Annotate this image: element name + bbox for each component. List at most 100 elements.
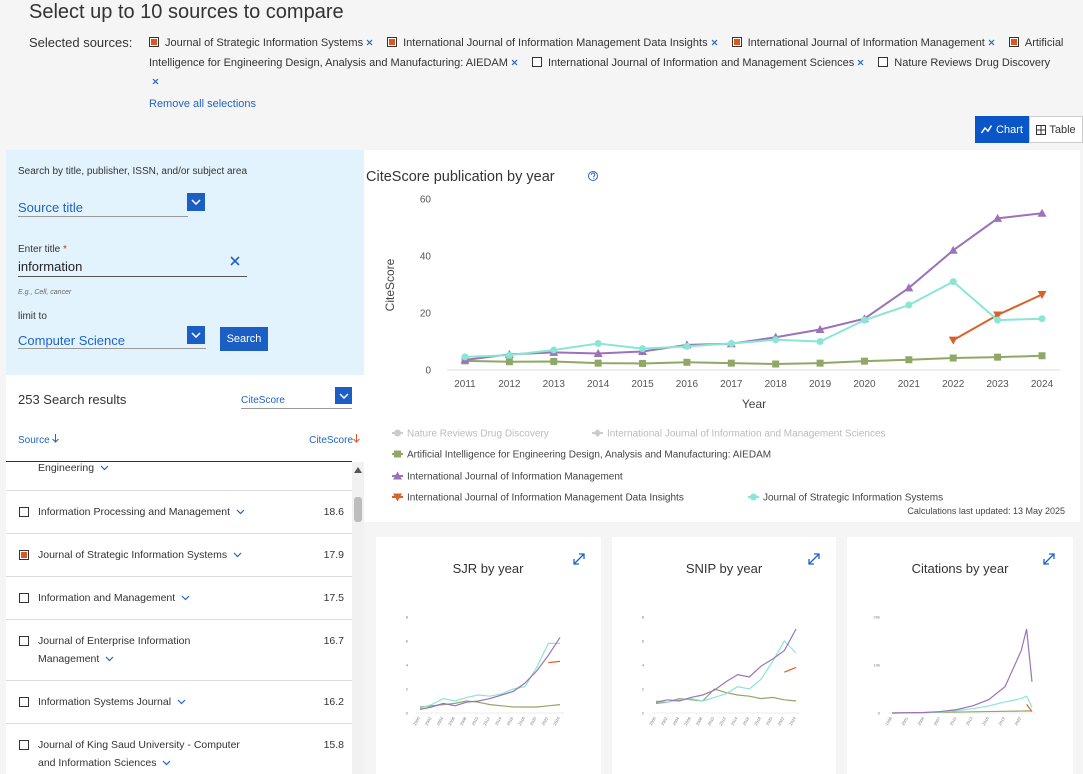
scroll-thumb[interactable] <box>354 497 362 522</box>
toggle-icon <box>1036 124 1049 135</box>
expand-chevron[interactable] <box>162 757 171 769</box>
expand-chevron[interactable] <box>181 592 190 604</box>
scroll-up[interactable] <box>354 467 362 474</box>
marker <box>815 325 825 334</box>
marker <box>994 316 1002 324</box>
selected-source: International Journal of Information and… <box>531 56 878 69</box>
x-tick-label: 2022 <box>1013 715 1022 726</box>
y-tick-label: 40 <box>420 252 432 263</box>
x-tick-label: 2004 <box>435 715 444 726</box>
y-tick-label: 0 <box>406 711 409 716</box>
marker <box>905 301 913 309</box>
field-dropdown[interactable] <box>187 193 205 211</box>
x-tick-label: 2010 <box>706 715 715 726</box>
col-source[interactable]: Source <box>18 434 60 446</box>
source-name: International Journal of Information Man… <box>403 37 708 49</box>
expand-chevron[interactable] <box>233 549 242 561</box>
expand-chevron[interactable] <box>105 653 114 665</box>
search-button[interactable]: Search <box>220 327 268 351</box>
expand-icon[interactable] <box>573 553 585 565</box>
sort-arrow <box>52 434 60 443</box>
title-text: Engineering <box>38 462 95 474</box>
remove-all[interactable]: Remove all selections <box>149 98 256 110</box>
marker <box>1037 208 1047 217</box>
checkbox[interactable] <box>19 593 29 603</box>
expand-icon[interactable] <box>1043 553 1055 565</box>
x-tick-label: 2001 <box>900 715 909 726</box>
checkbox[interactable] <box>878 56 889 67</box>
x-tick-label: 2018 <box>517 715 526 726</box>
x-tick-label: 2020 <box>853 379 876 390</box>
x-tick-label: 2013 <box>965 715 974 726</box>
selected-label: Selected sources: <box>29 35 133 50</box>
checkbox[interactable] <box>387 37 398 47</box>
checkbox[interactable] <box>531 56 542 67</box>
toggle-icon <box>981 125 996 134</box>
series-line <box>419 700 561 708</box>
title-text: Journal of Enterprise Information Manage… <box>38 635 191 665</box>
y-tick-label: 8 <box>406 615 409 620</box>
citescore: 15.8 <box>323 739 344 751</box>
remove-source[interactable] <box>988 34 995 54</box>
y-tick-label: 2 <box>642 687 645 692</box>
checkbox[interactable] <box>1008 37 1019 47</box>
scrollbar[interactable] <box>352 462 364 774</box>
marker <box>550 346 558 354</box>
clear-icon[interactable] <box>230 256 240 266</box>
card-title: Citations by year <box>912 561 1009 576</box>
remove-source[interactable] <box>511 54 518 74</box>
y-tick-label: 10k <box>874 663 880 668</box>
checkbox[interactable] <box>19 550 29 560</box>
remove-source[interactable] <box>857 54 864 74</box>
help-icon[interactable] <box>588 171 598 181</box>
col-source-label: Source <box>18 435 50 446</box>
expand-chevron[interactable] <box>100 462 109 474</box>
title-input[interactable]: information <box>18 259 83 274</box>
marker <box>948 245 958 254</box>
sort-dropdown[interactable] <box>335 387 352 404</box>
checkbox[interactable] <box>19 697 29 707</box>
x-tick-label: 2020 <box>765 715 774 726</box>
x-tick-label: 2022 <box>776 715 785 726</box>
col-citescore[interactable]: CiteScore <box>309 434 360 446</box>
legend-marker <box>393 471 402 480</box>
remove-source[interactable] <box>711 34 718 54</box>
y-tick-label: 6 <box>642 639 645 644</box>
card <box>612 537 836 774</box>
series-line <box>655 640 797 703</box>
marker <box>860 316 868 324</box>
x-tick-label: 1998 <box>884 715 893 726</box>
field-select[interactable]: Source title <box>18 200 84 215</box>
marker <box>594 359 602 367</box>
checkbox[interactable] <box>19 507 29 517</box>
series-line <box>655 688 797 704</box>
result-title: Information and Management <box>38 589 253 607</box>
y-axis-label: CiteScore <box>383 258 397 311</box>
toggle-option[interactable]: Chart <box>975 116 1029 143</box>
y-tick-label: 0 <box>642 711 645 716</box>
expand-chevron[interactable] <box>236 506 245 518</box>
sort-select[interactable]: CiteScore <box>241 395 285 406</box>
series-line <box>464 354 1043 366</box>
source-name: International Journal of Information Man… <box>747 37 985 49</box>
checkbox[interactable] <box>19 636 29 646</box>
remove-source[interactable] <box>366 34 373 54</box>
checkbox[interactable] <box>731 37 742 47</box>
legend-marker <box>750 493 757 501</box>
limit-dropdown[interactable] <box>187 326 205 344</box>
x-tick-label: 2014 <box>730 715 739 726</box>
marker <box>949 278 957 286</box>
legend-marker <box>593 429 602 437</box>
x-tick-label: 2018 <box>753 715 762 726</box>
marker <box>505 358 513 366</box>
expand-icon[interactable] <box>808 553 820 565</box>
limit-select[interactable]: Computer Science <box>18 333 125 348</box>
series-line <box>891 628 1033 714</box>
expand-chevron[interactable] <box>177 696 186 708</box>
title-text: Information Systems Journal <box>38 696 172 708</box>
checkbox[interactable] <box>149 37 159 47</box>
checkbox[interactable] <box>19 740 29 750</box>
remove-source[interactable] <box>152 73 159 93</box>
selected-source: Artificial Intelligence for Engineering … <box>149 37 1063 69</box>
